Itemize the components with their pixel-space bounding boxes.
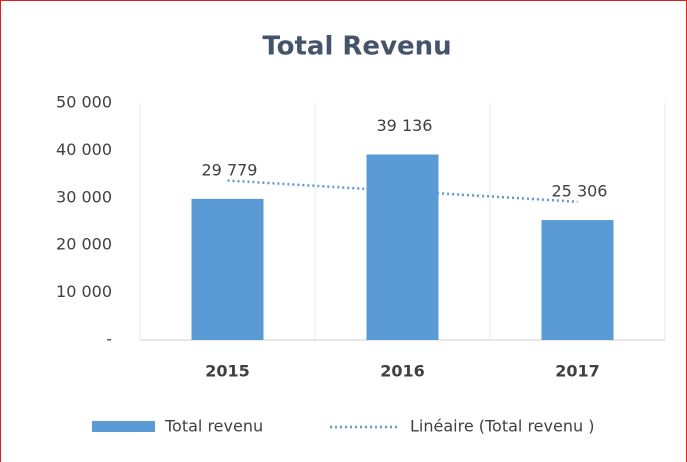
y-tick-label: 40 000 [56,140,112,159]
x-tick-label: 2016 [380,362,425,381]
x-tick-label: 2015 [205,362,250,381]
x-tick-label: 2017 [555,362,600,381]
trendline [227,179,578,203]
bar [541,220,614,340]
y-tick-label: 10 000 [56,282,112,301]
value-label: 39 136 [377,116,433,135]
y-tick-label: 30 000 [56,187,112,206]
chart-title: Total Revenu [262,32,451,62]
y-tick-label: - [106,330,112,349]
legend-label: Total revenu [164,417,263,436]
y-tick-label: 50 000 [56,93,112,112]
y-tick-label: 20 000 [56,235,112,254]
bar [191,198,264,340]
legend-swatch [92,421,155,432]
value-label: 25 306 [552,182,608,201]
legend-label: Linéaire (Total revenu ) [410,417,594,436]
bar [366,154,439,340]
value-label: 29 779 [202,160,258,179]
